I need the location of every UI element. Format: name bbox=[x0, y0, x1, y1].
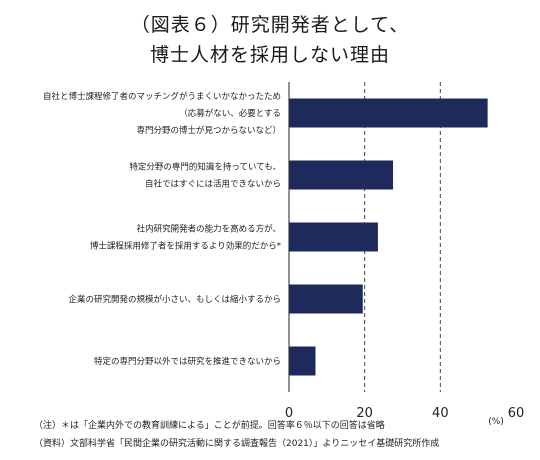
x-tick-label-0: 0 bbox=[285, 406, 293, 421]
chart-source: （資料）文部科学省「民間企業の研究活動に関する調査報告（2021）」よりニッセイ… bbox=[34, 439, 440, 449]
category-label-2-line-1: 特定分野の専門的知識を持っていても、 bbox=[129, 162, 281, 173]
category-label-4-line-1: 企業の研究開発の規模が小さい、もしくは縮小するから bbox=[68, 294, 281, 305]
bar-1 bbox=[289, 98, 488, 128]
chart-title-line2: 博士人材を採用しない理由 bbox=[149, 44, 390, 66]
category-label-3-line-2: 博士課程採用修了者を採用するより効果的だから* bbox=[90, 241, 281, 252]
x-tick-label-40: 40 bbox=[432, 406, 449, 421]
bar-3 bbox=[289, 222, 378, 252]
bar-5 bbox=[289, 346, 316, 376]
chart-title-line1: （図表６）研究開発者として、 bbox=[130, 14, 410, 36]
category-label-3-line-1: 社内研究開発者の能力を高める方が、 bbox=[137, 224, 281, 235]
bar-4 bbox=[289, 284, 363, 314]
x-unit-label: (%) bbox=[488, 417, 504, 427]
bar-2 bbox=[289, 160, 394, 190]
chart-note: （注）＊は「企業内外での教育訓練による」ことが前提。回答率６％以下の回答は省略 bbox=[34, 421, 385, 431]
category-label-1-line-2: （応募がない、必要とする bbox=[179, 108, 281, 119]
x-tick-label-60: 60 bbox=[508, 406, 525, 421]
category-label-1-line-1: 自社と博士課程修了者のマッチングがうまくいかなかったため bbox=[43, 91, 281, 102]
category-label-1-line-3: 専門分野の博士が見つからないなど） bbox=[136, 125, 281, 136]
category-label-5-line-1: 特定の専門分野以外では研究を推進できないから bbox=[94, 356, 281, 367]
category-label-2-line-2: 自社ではすぐには活用できないから bbox=[145, 179, 281, 190]
x-tick-label-20: 20 bbox=[356, 406, 373, 421]
